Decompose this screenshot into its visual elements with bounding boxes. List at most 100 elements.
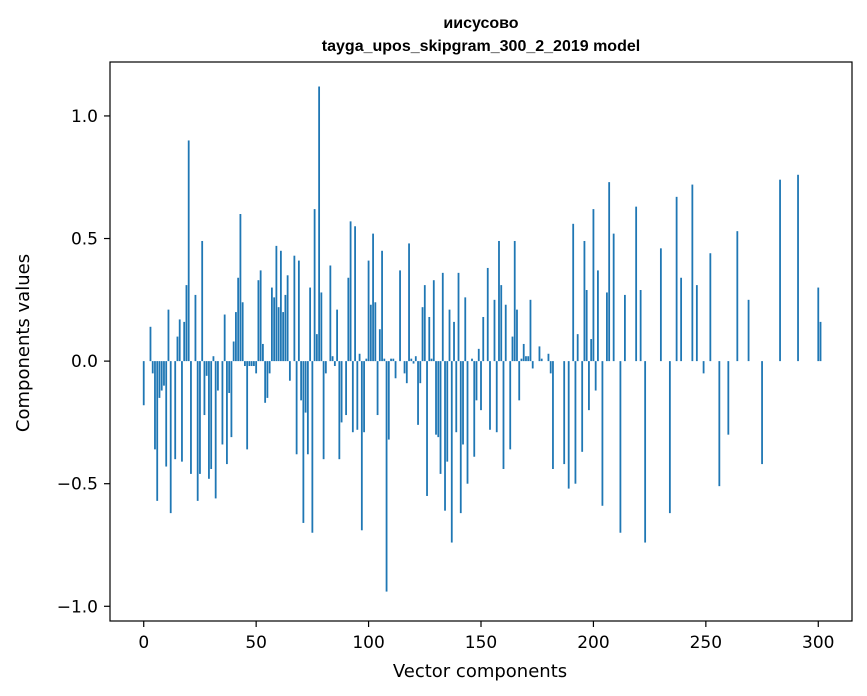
- bar-116: [403, 361, 406, 374]
- bar-158: [498, 240, 500, 362]
- bar-132: [439, 361, 442, 474]
- bar-223: [644, 361, 647, 543]
- bar-137: [450, 361, 453, 543]
- bar-9: [163, 361, 165, 386]
- x-tick-label-4: 200: [577, 633, 609, 653]
- bar-90: [345, 361, 347, 416]
- bar-98: [363, 361, 365, 433]
- bar-53: [261, 343, 264, 362]
- bar-69: [297, 260, 300, 362]
- bar-11: [167, 309, 170, 362]
- bar-160: [502, 361, 505, 469]
- bar-23: [194, 294, 197, 362]
- bar-58: [273, 297, 276, 362]
- bar-97: [360, 361, 363, 531]
- bar-85: [333, 361, 336, 367]
- bar-64: [286, 275, 289, 362]
- bar-88: [340, 361, 343, 423]
- bar-99: [365, 358, 368, 362]
- bar-67: [293, 255, 296, 362]
- bar-161: [504, 304, 507, 362]
- bar-118: [408, 243, 410, 362]
- bar-214: [624, 294, 626, 362]
- bar-177: [540, 358, 543, 362]
- bar-125: [423, 285, 426, 362]
- bar-110: [390, 358, 392, 362]
- y-tick-label-0: −1.0: [57, 597, 98, 617]
- bar-264: [736, 231, 739, 362]
- bar-65: [288, 361, 291, 381]
- bar-187: [563, 361, 566, 465]
- bar-193: [576, 334, 579, 362]
- x-tick-label-2: 100: [352, 633, 384, 653]
- chart-subtitle: tayga_upos_skipgram_300_2_2019 model: [322, 38, 640, 55]
- x-tick-label-6: 300: [802, 633, 834, 653]
- bar-59: [275, 245, 278, 362]
- bar-111: [392, 358, 395, 362]
- bar-181: [549, 361, 552, 374]
- bar-126: [426, 361, 428, 496]
- y-tick-label-3: 0.5: [71, 230, 98, 250]
- bar-252: [709, 253, 712, 362]
- bar-123: [419, 361, 422, 384]
- bar-256: [718, 361, 721, 487]
- bar-70: [300, 361, 303, 401]
- bar-49: [253, 361, 255, 367]
- bar-55: [266, 361, 269, 398]
- bar-114: [399, 270, 401, 362]
- bar-156: [493, 299, 496, 362]
- bar-93: [351, 361, 354, 433]
- bar-94: [354, 226, 356, 362]
- bar-36: [223, 314, 226, 362]
- bar-134: [444, 361, 446, 511]
- x-tick-label-5: 250: [690, 633, 722, 653]
- bar-221: [639, 290, 642, 362]
- bar-52: [259, 270, 262, 362]
- bar-68: [295, 361, 298, 455]
- x-axis-label: Vector components: [393, 661, 567, 682]
- bar-44: [241, 302, 244, 362]
- bar-131: [437, 361, 440, 438]
- bar-63: [284, 294, 287, 362]
- bar-167: [518, 361, 521, 401]
- bar-27: [203, 361, 206, 416]
- bar-35: [221, 361, 224, 445]
- bar-78: [318, 86, 321, 362]
- bar-107: [383, 358, 386, 362]
- bar-182: [552, 361, 554, 469]
- bar-149: [477, 348, 480, 362]
- bar-249: [702, 361, 705, 374]
- bar-191: [572, 223, 575, 362]
- bar-234: [668, 361, 671, 514]
- bar-25: [199, 361, 201, 474]
- bar-56: [268, 361, 271, 374]
- bar-21: [190, 361, 192, 474]
- bar-196: [583, 240, 586, 362]
- y-tick-label-4: 1.0: [71, 107, 98, 127]
- bar-81: [324, 361, 327, 374]
- bar-239: [680, 277, 683, 362]
- bar-51: [257, 280, 260, 362]
- bar-5: [154, 361, 156, 450]
- bar-127: [428, 316, 431, 362]
- bar-46: [246, 361, 249, 450]
- bar-140: [457, 272, 460, 362]
- y-tick-label-1: −0.5: [57, 475, 98, 495]
- bar-170: [525, 356, 527, 362]
- bar-4: [151, 361, 154, 374]
- bar-119: [410, 358, 413, 362]
- bar-153: [486, 267, 489, 362]
- bar-176: [538, 346, 541, 362]
- bar-74: [309, 287, 312, 362]
- bar-135: [446, 361, 449, 462]
- bar-103: [374, 302, 377, 362]
- bar-28: [205, 361, 208, 376]
- bar-180: [547, 353, 550, 362]
- bar-164: [511, 336, 514, 362]
- bar-117: [405, 361, 408, 384]
- bar-143: [464, 297, 467, 362]
- bar-166: [516, 309, 518, 362]
- bar-192: [574, 361, 577, 484]
- x-tick-label-1: 50: [245, 633, 267, 653]
- bar-291: [797, 174, 799, 362]
